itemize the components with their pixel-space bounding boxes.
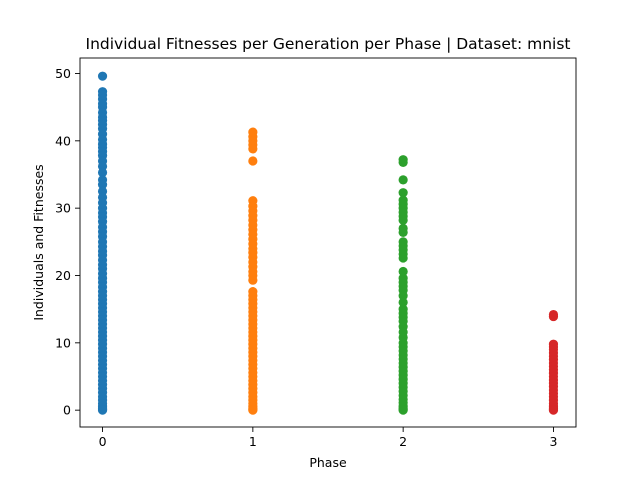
- data-points: [97, 71, 559, 415]
- y-tick-label: 20: [55, 268, 71, 283]
- scatter-point-phase-2: [398, 405, 408, 415]
- plot-frame: [79, 57, 577, 428]
- scatter-point-phase-2: [398, 253, 408, 263]
- scatter-point-phase-1: [248, 144, 258, 154]
- scatter-point-phase-0: [97, 71, 108, 81]
- scatter-point-phase-0: [97, 179, 108, 190]
- scatter-point-phase-2: [398, 188, 408, 198]
- scatter-point-phase-1: [248, 405, 258, 415]
- chart-title: Individual Fitnesses per Generation per …: [86, 35, 571, 53]
- x-axis-ticks: 0 1 2 3: [99, 427, 557, 449]
- scatter-point-phase-3: [548, 405, 559, 415]
- scatter-point-phase-2: [398, 157, 408, 167]
- x-tick-label: 1: [249, 434, 257, 449]
- y-tick-label: 0: [63, 403, 71, 418]
- y-tick-label: 50: [55, 66, 71, 81]
- y-tick-label: 10: [55, 335, 71, 350]
- y-axis-ticks: 0 10 20 30 40 50: [55, 66, 80, 418]
- x-tick-label: 2: [399, 434, 407, 449]
- scatter-point-phase-2: [398, 215, 408, 225]
- scatter-point-phase-0: [97, 167, 108, 178]
- y-axis-label: Individuals and Fitnesses: [31, 164, 46, 320]
- scatter-point-phase-2: [398, 175, 408, 185]
- scatter-point-phase-2: [398, 266, 408, 277]
- scatter-point-phase-3: [548, 311, 559, 322]
- y-tick-label: 30: [55, 201, 71, 216]
- scatter-point-phase-2: [398, 291, 408, 301]
- scatter-point-phase-2: [398, 227, 408, 237]
- x-axis-label: Phase: [309, 455, 347, 470]
- x-tick-label: 3: [549, 434, 557, 449]
- x-tick-label: 0: [99, 434, 107, 449]
- scatter-point-phase-1: [248, 275, 258, 285]
- scatter-point-phase-1: [248, 156, 258, 166]
- scatter-point-phase-0: [97, 405, 108, 415]
- scatter-point-phase-2: [398, 297, 408, 308]
- y-tick-label: 40: [55, 133, 71, 148]
